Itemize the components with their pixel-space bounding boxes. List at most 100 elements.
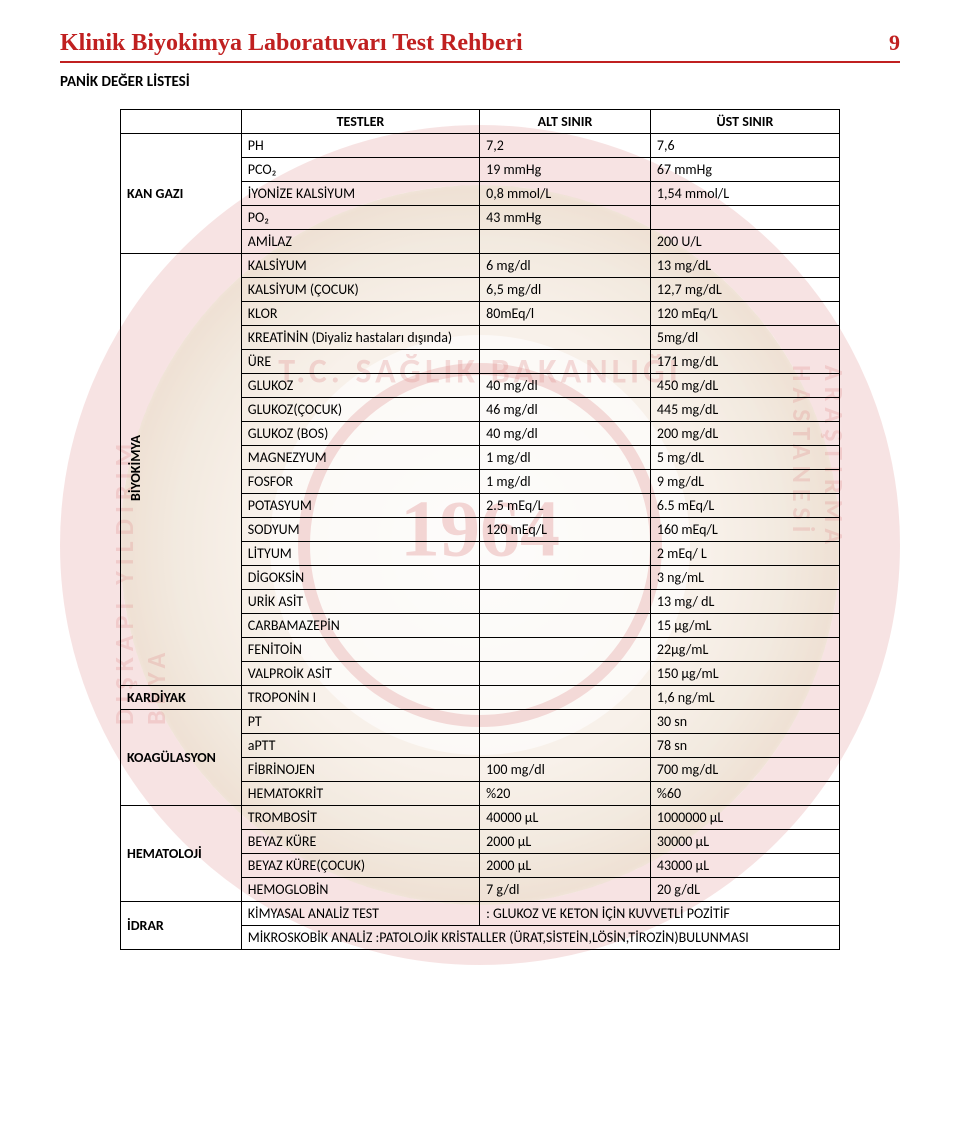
low-value: 1 mg/dl (480, 470, 651, 494)
test-name: TROPONİN I (241, 686, 479, 710)
test-name: GLUKOZ(ÇOCUK) (241, 398, 479, 422)
low-value: %20 (480, 782, 651, 806)
low-value (480, 686, 651, 710)
high-value (650, 206, 839, 230)
col-test: TESTLER (241, 110, 479, 134)
category-cell: KARDİYAK (121, 686, 242, 710)
high-value: 13 mg/ dL (650, 590, 839, 614)
category-cell: KAN GAZI (121, 134, 242, 254)
high-value: 5 mg/dL (650, 446, 839, 470)
test-name: TROMBOSİT (241, 806, 479, 830)
high-value: 1000000 µL (650, 806, 839, 830)
test-name: KREATİNİN (Diyaliz hastaları dışında) (241, 326, 479, 350)
test-name: PCO₂ (241, 158, 479, 182)
low-value (480, 638, 651, 662)
category-cell: BİYOKİMYA (121, 254, 242, 686)
page-number: 9 (889, 30, 900, 56)
high-value: 1,54 mmol/L (650, 182, 839, 206)
test-name: KLOR (241, 302, 479, 326)
page-title: Klinik Biyokimya Laboratuvarı Test Rehbe… (60, 30, 523, 57)
low-value: 19 mmHg (480, 158, 651, 182)
test-name: ÜRE (241, 350, 479, 374)
low-value: 7 g/dl (480, 878, 651, 902)
high-value: 20 g/dL (650, 878, 839, 902)
category-cell: İDRAR (121, 902, 242, 950)
test-name: POTASYUM (241, 494, 479, 518)
panic-values-table: TESTLER ALT SINIR ÜST SINIR KAN GAZIPH7,… (120, 109, 840, 950)
low-value: 6,5 mg/dl (480, 278, 651, 302)
high-value: 1,6 ng/mL (650, 686, 839, 710)
high-value: 200 U/L (650, 230, 839, 254)
category-cell: HEMATOLOJİ (121, 806, 242, 902)
low-value (480, 350, 651, 374)
merged-row: MİKROSKOBİK ANALİZ :PATOLOJİK KRİSTALLER… (241, 926, 839, 950)
low-value: 6 mg/dl (480, 254, 651, 278)
test-name: LİTYUM (241, 542, 479, 566)
low-value: 120 mEq/L (480, 518, 651, 542)
low-value: 40000 µL (480, 806, 651, 830)
col-high: ÜST SINIR (650, 110, 839, 134)
low-value: 80mEq/l (480, 302, 651, 326)
test-name: KALSİYUM (ÇOCUK) (241, 278, 479, 302)
high-value: 171 mg/dL (650, 350, 839, 374)
low-value (480, 662, 651, 686)
low-value: 2000 µL (480, 830, 651, 854)
test-name: URİK ASİT (241, 590, 479, 614)
high-value: 120 mEq/L (650, 302, 839, 326)
low-value: 0,8 mmol/L (480, 182, 651, 206)
test-name: SODYUM (241, 518, 479, 542)
test-name: GLUKOZ (241, 374, 479, 398)
test-name: HEMOGLOBİN (241, 878, 479, 902)
table-row: HEMATOLOJİTROMBOSİT40000 µL1000000 µL (121, 806, 840, 830)
test-name: KALSİYUM (241, 254, 479, 278)
test-name: FOSFOR (241, 470, 479, 494)
low-value: 46 mg/dl (480, 398, 651, 422)
test-name: AMİLAZ (241, 230, 479, 254)
low-value (480, 590, 651, 614)
test-name: PH (241, 134, 479, 158)
low-value: 2000 µL (480, 854, 651, 878)
test-name: aPTT (241, 734, 479, 758)
high-value: 445 mg/dL (650, 398, 839, 422)
col-category (121, 110, 242, 134)
test-name: PO₂ (241, 206, 479, 230)
low-value: 100 mg/dl (480, 758, 651, 782)
low-value: 1 mg/dl (480, 446, 651, 470)
test-name: İYONİZE KALSİYUM (241, 182, 479, 206)
high-value: 13 mg/dL (650, 254, 839, 278)
page-header: Klinik Biyokimya Laboratuvarı Test Rehbe… (60, 30, 900, 63)
low-value (480, 230, 651, 254)
low-value (480, 542, 651, 566)
test-name: GLUKOZ (BOS) (241, 422, 479, 446)
low-value (480, 734, 651, 758)
high-value: 3 ng/mL (650, 566, 839, 590)
test-name: FENİTOİN (241, 638, 479, 662)
low-value (480, 326, 651, 350)
high-value: 150 µg/mL (650, 662, 839, 686)
table-row: KAN GAZIPH7,27,6 (121, 134, 840, 158)
high-value: 9 mg/dL (650, 470, 839, 494)
table-row: KOAGÜLASYONPT30 sn (121, 710, 840, 734)
high-value: 700 mg/dL (650, 758, 839, 782)
col-low: ALT SINIR (480, 110, 651, 134)
high-value: 5mg/dl (650, 326, 839, 350)
high-value: 200 mg/dL (650, 422, 839, 446)
test-name: MAGNEZYUM (241, 446, 479, 470)
section-title: PANİK DEĞER LİSTESİ (60, 73, 900, 91)
high-value: 43000 µL (650, 854, 839, 878)
test-name: BEYAZ KÜRE(ÇOCUK) (241, 854, 479, 878)
low-value: 7,2 (480, 134, 651, 158)
test-name: FİBRİNOJEN (241, 758, 479, 782)
table-row: BİYOKİMYAKALSİYUM6 mg/dl13 mg/dL (121, 254, 840, 278)
high-value: 160 mEq/L (650, 518, 839, 542)
low-value: 2.5 mEq/L (480, 494, 651, 518)
test-name: HEMATOKRİT (241, 782, 479, 806)
low-value: 40 mg/dl (480, 422, 651, 446)
low-value: 43 mmHg (480, 206, 651, 230)
table-row: İDRARKİMYASAL ANALİZ TEST: GLUKOZ VE KET… (121, 902, 840, 926)
high-value: 12,7 mg/dL (650, 278, 839, 302)
test-name: VALPROİK ASİT (241, 662, 479, 686)
high-value: 30 sn (650, 710, 839, 734)
test-name: CARBAMAZEPİN (241, 614, 479, 638)
test-name: PT (241, 710, 479, 734)
